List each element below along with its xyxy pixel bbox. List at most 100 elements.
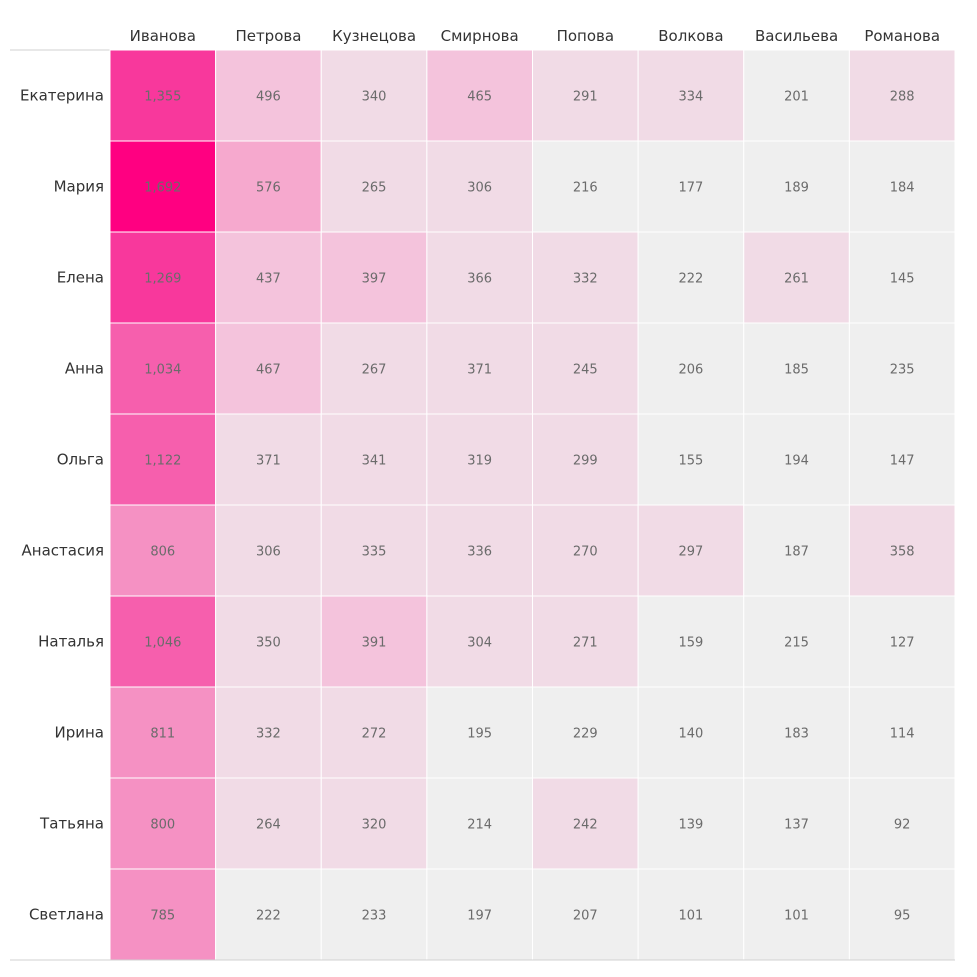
- cell-value-label: 800: [150, 818, 175, 833]
- heatmap-cell: [637, 686, 745, 779]
- cell-value-label: 397: [362, 272, 387, 287]
- cell-value-label: 114: [890, 727, 915, 742]
- heatmap-cell: [637, 777, 745, 870]
- cell-value-label: 183: [784, 727, 809, 742]
- cell-value-label: 319: [467, 454, 492, 469]
- heatmap-cell: [320, 777, 428, 870]
- row-label: Светлана: [29, 906, 104, 924]
- cell-value-label: 335: [362, 545, 387, 560]
- cell-value-label: 304: [467, 636, 492, 651]
- cell-value-label: 229: [573, 727, 598, 742]
- heatmap-cell: [743, 777, 850, 870]
- cell-value-label: 371: [256, 454, 281, 469]
- cell-value-label: 155: [679, 454, 704, 469]
- cell-value-label: 215: [784, 636, 809, 651]
- cell-value-label: 265: [362, 181, 387, 196]
- cell-value-label: 270: [573, 545, 598, 560]
- cell-value-label: 233: [362, 909, 387, 924]
- cell-value-label: 341: [362, 454, 387, 469]
- cell-value-label: 137: [784, 818, 809, 833]
- row-label: Елена: [57, 269, 104, 287]
- cell-value-label: 391: [362, 636, 387, 651]
- heatmap-cell: [848, 595, 956, 688]
- cell-value-label: 92: [894, 818, 911, 833]
- row-label: Ирина: [55, 724, 105, 742]
- heatmap-cell: [743, 322, 850, 415]
- heatmap-cell: [637, 413, 745, 506]
- cell-value-label: 1,269: [144, 272, 181, 287]
- cell-value-label: 358: [890, 545, 915, 560]
- heatmap-cell: [320, 140, 428, 233]
- cell-value-label: 222: [256, 909, 281, 924]
- cell-value-label: 306: [256, 545, 281, 560]
- heatmap-cell: [743, 595, 850, 688]
- heatmap-cell: [320, 868, 428, 961]
- cell-value-label: 785: [150, 909, 175, 924]
- heatmap-cell: [426, 413, 533, 506]
- heatmap-cell: [109, 322, 217, 415]
- cell-value-label: 366: [467, 272, 492, 287]
- cell-value-label: 101: [679, 909, 704, 924]
- cell-value-label: 145: [890, 272, 915, 287]
- cell-value-label: 235: [890, 363, 915, 378]
- heatmap-cell: [109, 777, 217, 870]
- heatmap-cell: [848, 49, 956, 142]
- cell-value-label: 1,355: [144, 90, 181, 105]
- heatmap-cell: [532, 868, 639, 961]
- cell-value-label: 159: [679, 636, 704, 651]
- heatmap-cell: [109, 868, 217, 961]
- cell-value-label: 806: [150, 545, 175, 560]
- heatmap-cell: [848, 231, 956, 324]
- cell-value-label: 288: [890, 90, 915, 105]
- cell-value-label: 264: [256, 818, 281, 833]
- heatmap-cell: [215, 868, 322, 961]
- cell-value-label: 340: [362, 90, 387, 105]
- cell-value-label: 101: [784, 909, 809, 924]
- heatmap-cell: [109, 413, 217, 506]
- column-label: Смирнова: [441, 27, 519, 45]
- cell-value-label: 1,692: [144, 181, 181, 196]
- column-label: Волкова: [658, 27, 723, 45]
- heatmap-cell: [532, 595, 639, 688]
- heatmap-cell: [320, 686, 428, 779]
- heatmap-cell: [426, 868, 533, 961]
- heatmap-cell: [637, 231, 745, 324]
- heatmap-cell: [532, 413, 639, 506]
- cell-value-label: 299: [573, 454, 598, 469]
- cell-value-label: 332: [256, 727, 281, 742]
- cell-value-label: 147: [890, 454, 915, 469]
- heatmap-cell: [532, 686, 639, 779]
- cell-value-label: 187: [784, 545, 809, 560]
- cell-value-label: 127: [890, 636, 915, 651]
- column-label: Кузнецова: [332, 27, 416, 45]
- row-label: Анастасия: [22, 542, 104, 560]
- heatmap-cell: [215, 777, 322, 870]
- heatmap-cell: [637, 322, 745, 415]
- cell-value-label: 467: [256, 363, 281, 378]
- cell-value-label: 189: [784, 181, 809, 196]
- heatmap-cell: [320, 595, 428, 688]
- cell-value-label: 465: [467, 90, 492, 105]
- cell-value-label: 576: [256, 181, 281, 196]
- cell-value-label: 496: [256, 90, 281, 105]
- heatmap-cell: [426, 777, 533, 870]
- heatmap-cell: [426, 140, 533, 233]
- cell-value-label: 1,034: [144, 363, 181, 378]
- cell-value-label: 184: [890, 181, 915, 196]
- cell-value-label: 95: [894, 909, 911, 924]
- heatmap-cell: [109, 140, 217, 233]
- cell-value-label: 437: [256, 272, 281, 287]
- column-label: Иванова: [130, 27, 196, 45]
- heatmap-cell: [215, 413, 322, 506]
- cell-value-label: 197: [467, 909, 492, 924]
- cell-value-label: 206: [679, 363, 704, 378]
- heatmap-cell: [637, 49, 745, 142]
- heatmap-cell: [320, 322, 428, 415]
- row-label: Анна: [65, 360, 104, 378]
- heatmap-cell: [320, 413, 428, 506]
- heatmap-cell: [532, 140, 639, 233]
- heatmap-cell: [848, 504, 956, 597]
- cell-value-label: 201: [784, 90, 809, 105]
- cell-value-label: 350: [256, 636, 281, 651]
